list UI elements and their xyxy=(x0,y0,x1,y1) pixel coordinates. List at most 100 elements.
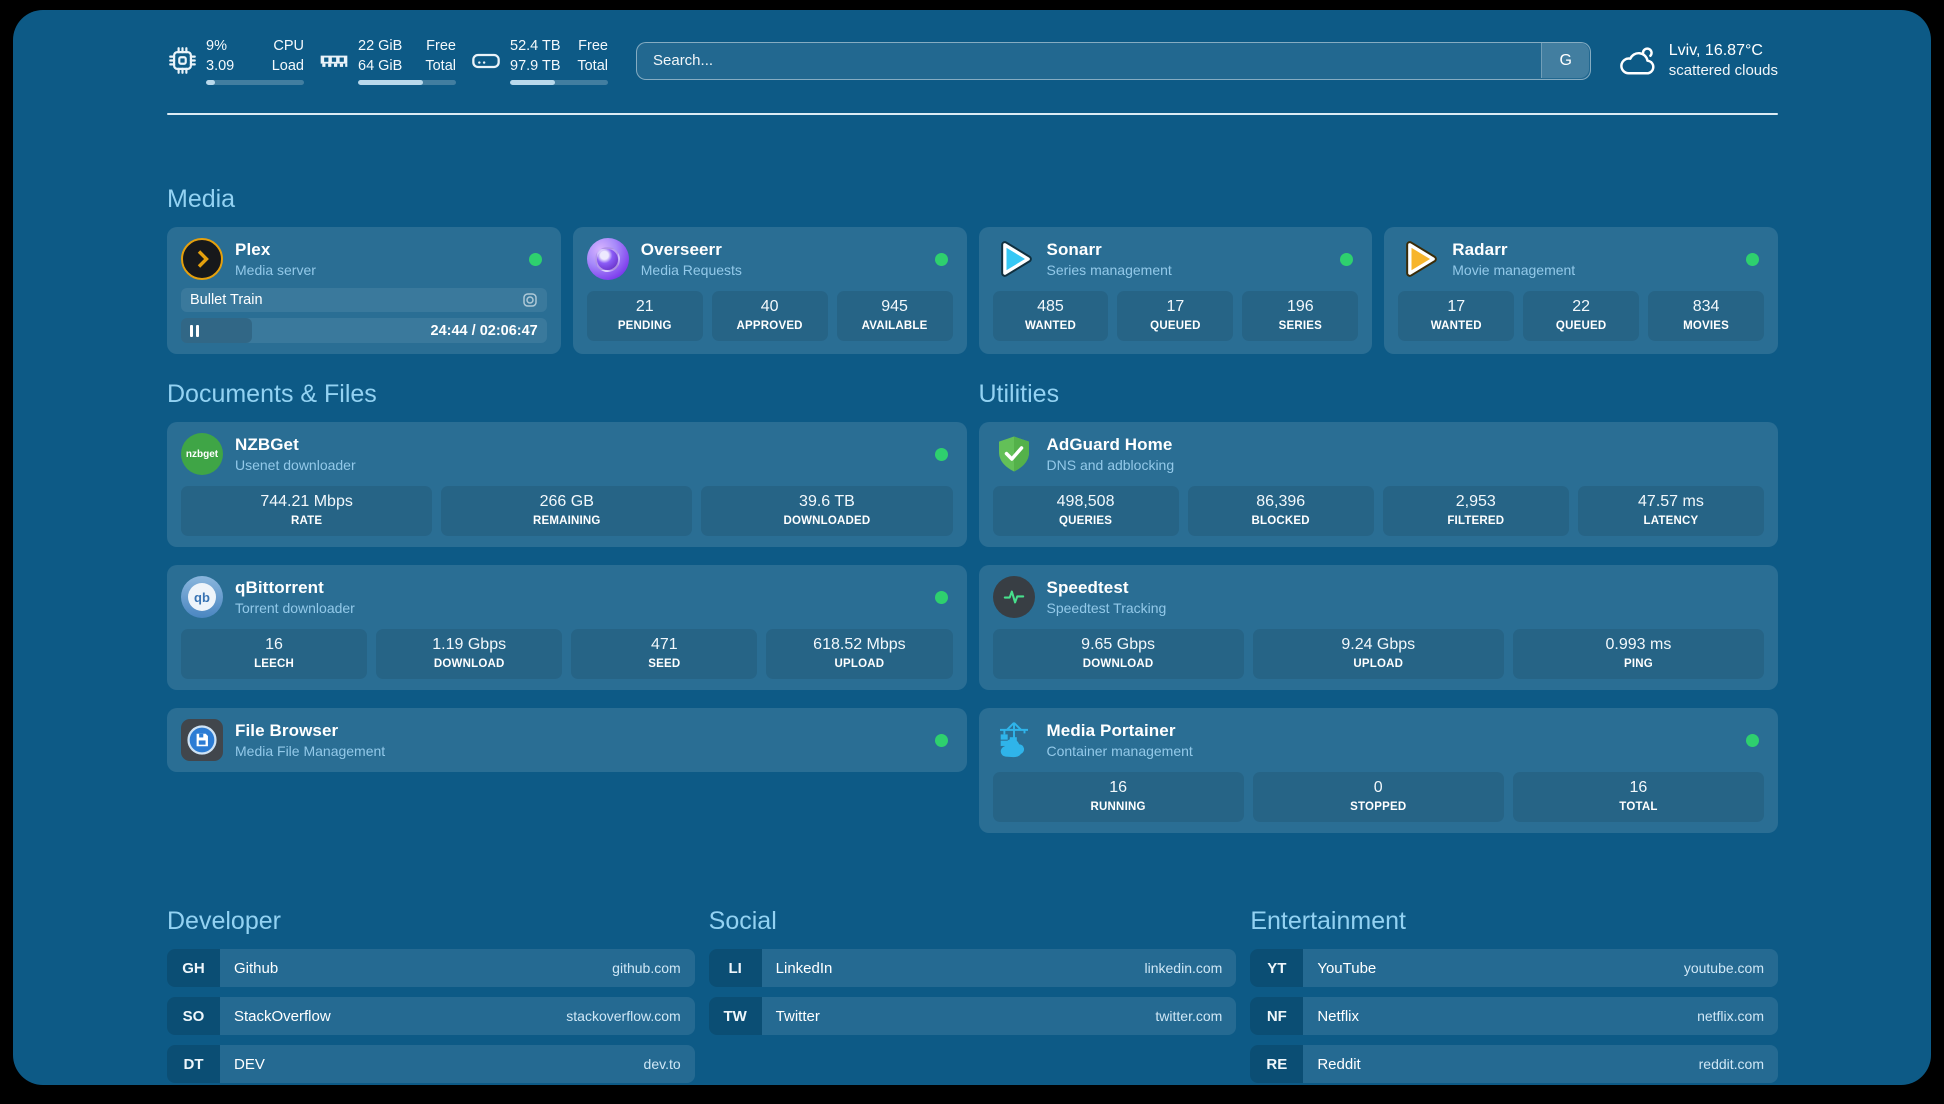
app-card-radarr[interactable]: Radarr Movie management 17 WANTED 22 QUE… xyxy=(1384,227,1778,354)
section-title-social: Social xyxy=(708,907,777,935)
stat-movies: 834 MOVIES xyxy=(1648,291,1765,341)
cpu-progress-bar xyxy=(206,80,304,85)
bookmark-url: dev.to xyxy=(643,1056,681,1072)
stat-value: 17 xyxy=(1447,298,1466,315)
stat-value: 945 xyxy=(881,298,908,315)
memory-free: 22 GiB xyxy=(358,38,403,54)
app-subtitle: Media File Management xyxy=(235,743,386,759)
status-dot xyxy=(1746,252,1759,266)
search-provider-button[interactable]: G xyxy=(1541,43,1590,78)
stat-value: 22 xyxy=(1572,298,1591,315)
stat-blocked: 86,396 BLOCKED xyxy=(1187,486,1374,536)
stat-label: RATE xyxy=(290,515,323,527)
stat-label: AVAILABLE xyxy=(861,320,928,332)
radarr-icon xyxy=(1398,238,1440,280)
app-subtitle: Usenet downloader xyxy=(235,457,356,473)
app-title: Media Portainer xyxy=(1046,721,1176,740)
weather-widget[interactable]: Lviv, 16.87°C scattered clouds xyxy=(1617,40,1778,81)
bookmark-youtube[interactable]: YT YouTube youtube.com xyxy=(1250,949,1778,987)
section-media: Media Plex Media server Bullet xyxy=(167,185,1778,354)
disk-icon xyxy=(472,53,500,68)
dashboard: 9% 3.09 CPU Load xyxy=(13,10,1931,1085)
disk-free: 52.4 TB xyxy=(510,38,561,54)
app-card-plex[interactable]: Plex Media server Bullet Train 24:44 / 0… xyxy=(167,227,561,354)
app-subtitle: Media Requests xyxy=(640,262,742,278)
stat-value: 196 xyxy=(1286,298,1314,315)
stat-label: UPLOAD xyxy=(1353,658,1404,670)
app-title: Overseerr xyxy=(640,240,722,259)
stat-value: 40 xyxy=(760,298,779,315)
app-card-adguard[interactable]: AdGuard Home DNS and adblocking 498,508 … xyxy=(978,422,1778,547)
app-card-sonarr[interactable]: Sonarr Series management 485 WANTED 17 Q… xyxy=(978,227,1373,354)
stat-value: 9.24 Gbps xyxy=(1341,636,1416,653)
bookmark-linkedin[interactable]: LI LinkedIn linkedin.com xyxy=(708,949,1237,987)
nzbget-icon: nzbget xyxy=(181,433,223,475)
resource-stats: 9% 3.09 CPU Load xyxy=(167,36,608,85)
app-subtitle: Container management xyxy=(1046,743,1193,759)
stat-value: 1.19 Gbps xyxy=(432,636,507,653)
status-dot xyxy=(1340,252,1354,266)
bookmark-reddit[interactable]: RE Reddit reddit.com xyxy=(1250,1045,1778,1083)
pause-icon[interactable] xyxy=(190,324,199,337)
app-card-nzbget[interactable]: nzbget NZBGet Usenet downloader 744.21 M… xyxy=(167,422,967,547)
section-developer: Developer GH Github github.com SO StackO… xyxy=(167,907,695,1085)
cpu-load: 3.09 xyxy=(206,58,235,74)
stat-value: 744.21 Mbps xyxy=(260,493,353,510)
stat-label: WANTED xyxy=(1430,320,1482,332)
stat-wanted: 17 WANTED xyxy=(1398,291,1515,341)
stat-approved: 40 APPROVED xyxy=(711,291,828,341)
bookmark-name: DEV xyxy=(234,1055,265,1073)
header-divider xyxy=(167,113,1778,115)
speedtest-icon xyxy=(992,576,1035,618)
stat-value: 498,508 xyxy=(1056,493,1115,510)
stat-pending: 21 PENDING xyxy=(586,291,703,341)
stat-value: 618.52 Mbps xyxy=(813,636,906,653)
bookmark-twitter[interactable]: TW Twitter twitter.com xyxy=(708,997,1237,1035)
stat-queued: 17 QUEUED xyxy=(1117,291,1234,341)
app-title: Sonarr xyxy=(1046,240,1102,259)
app-subtitle: Speedtest Tracking xyxy=(1046,600,1167,616)
stat-label: SERIES xyxy=(1278,320,1322,332)
search-input[interactable] xyxy=(636,41,1591,80)
stat-value: 9.65 Gbps xyxy=(1081,636,1155,653)
app-title: File Browser xyxy=(235,721,339,740)
stat-upload: 618.52 Mbps UPLOAD xyxy=(766,629,953,679)
media-type-icon xyxy=(523,293,537,307)
stat-label: PENDING xyxy=(617,320,672,332)
filebrowser-icon xyxy=(181,719,223,761)
bookmark-netflix[interactable]: NF Netflix netflix.com xyxy=(1250,997,1778,1035)
now-playing-title: Bullet Train xyxy=(190,292,263,308)
stat-value: 16 xyxy=(265,636,283,653)
weather-location-temp: Lviv, 16.87°C xyxy=(1668,42,1763,59)
section-title-media: Media xyxy=(167,185,236,213)
bookmark-stackoverflow[interactable]: SO StackOverflow stackoverflow.com xyxy=(167,997,695,1035)
bookmark-url: reddit.com xyxy=(1698,1056,1764,1072)
bookmark-name: LinkedIn xyxy=(775,959,833,977)
bookmark-url: netflix.com xyxy=(1697,1008,1764,1024)
app-card-overseerr[interactable]: Overseerr Media Requests 21 PENDING 40 A… xyxy=(572,227,967,354)
app-card-portainer[interactable]: Media Portainer Container management 16 … xyxy=(978,708,1778,833)
bookmark-name: YouTube xyxy=(1317,959,1377,977)
app-card-qbittorrent[interactable]: qb qBittorrent Torrent downloader 16 LEE… xyxy=(167,565,967,690)
app-subtitle: DNS and adblocking xyxy=(1046,457,1175,473)
disk-progress-fill xyxy=(510,80,556,85)
status-dot xyxy=(528,252,542,266)
stat-value: 834 xyxy=(1692,298,1720,315)
section-title-developer: Developer xyxy=(167,907,281,935)
total-label: Total xyxy=(425,58,456,74)
app-title: Radarr xyxy=(1452,240,1508,259)
app-card-speedtest[interactable]: Speedtest Speedtest Tracking 9.65 Gbps D… xyxy=(978,565,1778,690)
bookmark-github[interactable]: GH Github github.com xyxy=(167,949,695,987)
search-bar: G xyxy=(636,41,1591,80)
app-card-filebrowser[interactable]: File Browser Media File Management xyxy=(167,708,967,772)
disk-progress-bar xyxy=(510,80,608,85)
memory-progress-fill xyxy=(358,80,423,85)
stat-value: 16 xyxy=(1629,779,1648,796)
bookmark-dev[interactable]: DT DEV dev.to xyxy=(167,1045,695,1083)
cpu-progress-fill xyxy=(206,80,215,85)
bookmark-abbr: SO xyxy=(167,997,220,1035)
qbittorrent-icon: qb xyxy=(181,576,223,618)
adguard-icon xyxy=(993,433,1035,475)
bookmark-abbr: NF xyxy=(1250,997,1304,1035)
stat-value: 39.6 TB xyxy=(799,493,855,510)
